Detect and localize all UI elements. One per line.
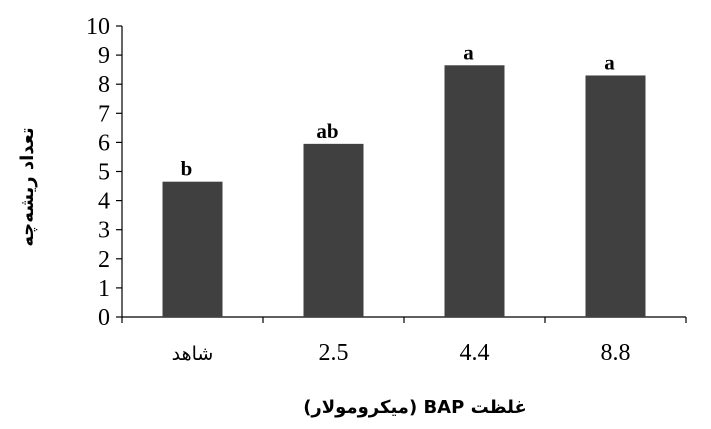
significance-letter: ab bbox=[316, 119, 338, 143]
significance-letter: a bbox=[604, 50, 615, 74]
y-tick-label: 4 bbox=[98, 189, 110, 215]
significance-letter: a bbox=[463, 40, 474, 64]
x-category-label: 8.8 bbox=[601, 340, 631, 366]
x-axis-title: غلظت BAP (میکرومولار) bbox=[303, 397, 527, 418]
bars bbox=[162, 65, 646, 317]
significance-letters: b ab a a bbox=[181, 40, 616, 180]
bar bbox=[303, 143, 364, 317]
x-category-label: 2.5 bbox=[319, 340, 349, 366]
bar bbox=[585, 75, 646, 317]
y-axis: 0 1 2 3 4 5 6 7 8 9 10 bbox=[86, 14, 123, 331]
y-tick-label: 7 bbox=[98, 101, 110, 127]
y-tick-label: 6 bbox=[98, 130, 110, 156]
y-tick-label: 8 bbox=[98, 72, 110, 98]
y-tick-label: 0 bbox=[98, 305, 110, 331]
x-axis: شاهد 2.5 4.4 8.8 bbox=[121, 316, 687, 366]
y-tick-label: 10 bbox=[86, 14, 110, 40]
x-category-label: شاهد bbox=[172, 343, 214, 365]
y-tick-label: 1 bbox=[98, 276, 110, 302]
y-tick-label: 2 bbox=[98, 247, 110, 273]
y-tick-label: 9 bbox=[98, 43, 110, 69]
significance-letter: b bbox=[181, 157, 193, 181]
y-tick-label: 3 bbox=[98, 218, 110, 244]
y-axis-title: تعداد ریشه‌چه bbox=[17, 127, 38, 246]
bar bbox=[444, 65, 505, 317]
bar bbox=[162, 181, 223, 317]
y-tick-label: 5 bbox=[98, 160, 110, 186]
x-category-label: 4.4 bbox=[460, 340, 490, 366]
